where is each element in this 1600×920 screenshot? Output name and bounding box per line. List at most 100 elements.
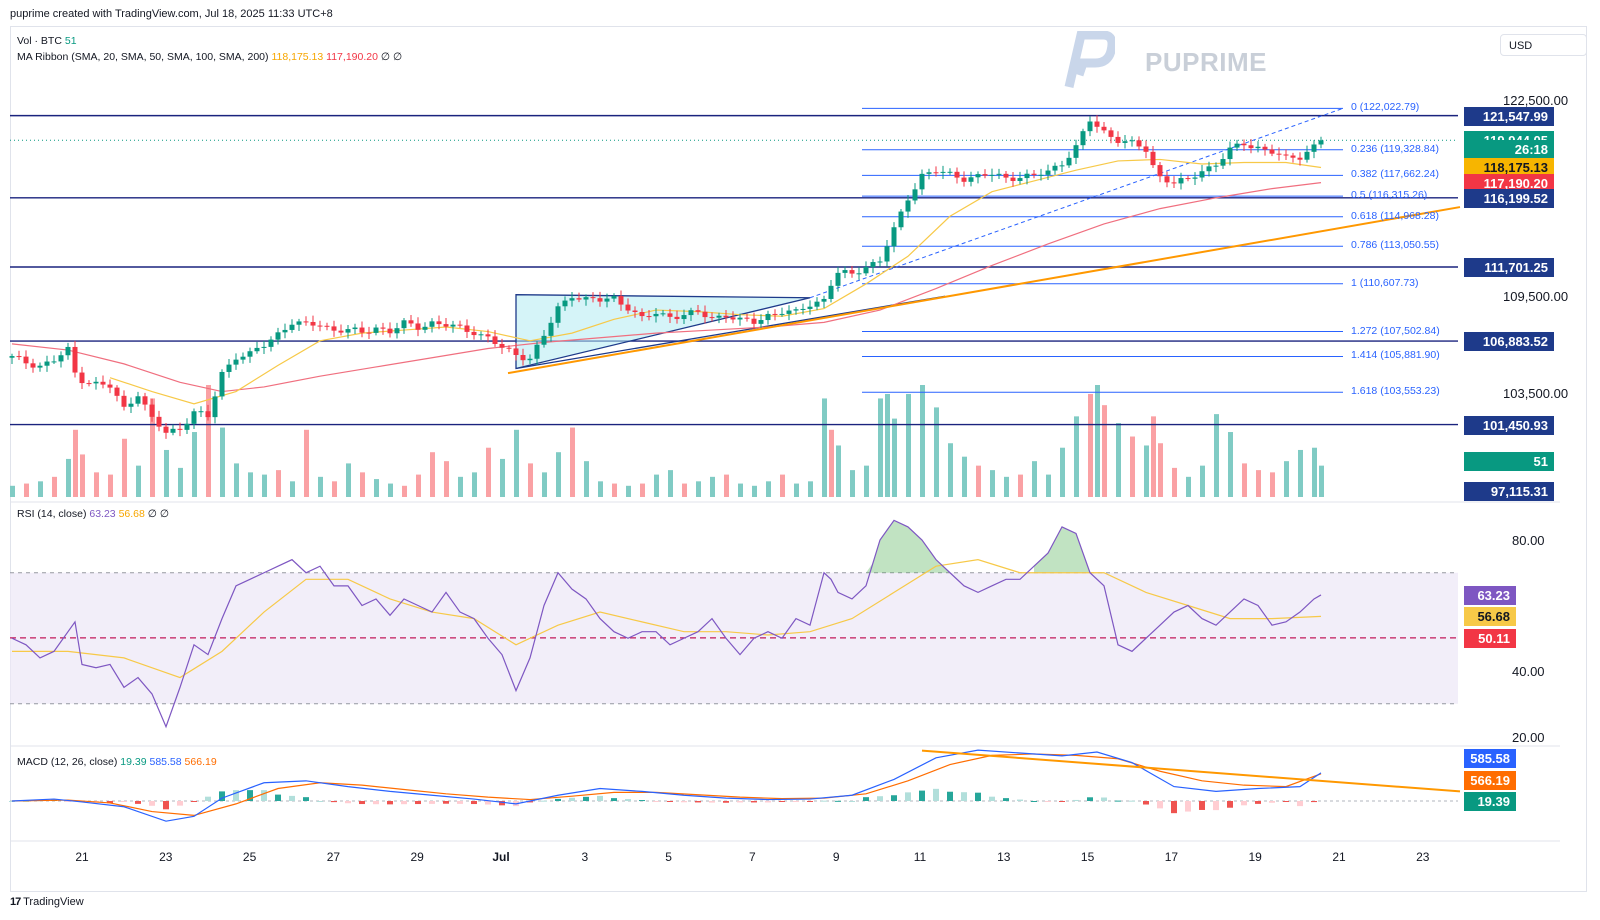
price-scale-tag: 26:18 (1464, 140, 1554, 160)
volume-bar (206, 385, 211, 497)
triangle-lower-edge (515, 295, 946, 370)
volume-bar (1256, 470, 1261, 497)
volume-bar (948, 443, 953, 497)
rsi-axis-label: 40.00 (1512, 664, 1545, 679)
rsi-ma-legend-value: 56.68 (118, 508, 145, 520)
volume-bar (920, 385, 925, 497)
macd-histogram-bar (1059, 801, 1065, 802)
candle-body (562, 300, 568, 307)
candle-body (520, 354, 526, 361)
volume-bar (108, 474, 113, 497)
candle-body (1010, 177, 1016, 181)
candle-body (1311, 144, 1317, 152)
volume-bar (682, 483, 687, 497)
macd-histogram-bar (765, 801, 771, 803)
time-axis-label: 3 (581, 850, 589, 864)
volume-bar (584, 461, 589, 497)
macd-histogram-bar (961, 792, 967, 801)
volume-bar (598, 481, 603, 497)
volume-bar (1200, 465, 1205, 497)
volume-bar (829, 429, 834, 497)
candle-body (1122, 141, 1128, 143)
candle-body (408, 320, 414, 324)
candle-body (1220, 159, 1226, 166)
volume-bar (570, 427, 575, 497)
volume-bar (780, 474, 785, 497)
candle-body (919, 173, 925, 190)
macd-line-legend-value: 585.58 (149, 756, 182, 768)
rsi-overbought-fill (1034, 526, 1104, 573)
ma-ribbon-legend[interactable]: MA Ribbon (SMA, 20, SMA, 50, SMA, 100, S… (17, 51, 402, 63)
candle-body (457, 324, 463, 326)
candle-body (541, 335, 547, 345)
candle-body (443, 324, 449, 327)
price-scale-tag: 97,115.31 (1464, 482, 1554, 502)
candle-body (632, 310, 638, 313)
rsi-ma-line (12, 559, 1322, 679)
candle-body (646, 316, 652, 318)
candle-body (79, 372, 85, 384)
candle-body (324, 325, 330, 327)
macd-histogram-bar (639, 800, 645, 802)
time-axis-label: 5 (665, 850, 672, 864)
chart-credit: puprime created with TradingView.com, Ju… (10, 8, 333, 20)
volume-bar (528, 463, 533, 497)
candle-body (1115, 136, 1121, 143)
volume-bar (850, 470, 855, 497)
macd-legend-label: MACD (12, 26, close) (17, 756, 118, 768)
macd-histogram-bar (681, 801, 687, 803)
fib-level-label: 0.786 (113,050.55) (1351, 239, 1439, 252)
volume-bar (248, 472, 253, 497)
fib-level-label: 1 (110,607.73) (1351, 276, 1419, 289)
currency-button[interactable]: USD (1500, 34, 1587, 56)
volume-bar (1130, 436, 1135, 497)
macd-histogram-bar (177, 801, 183, 806)
candle-body (1318, 140, 1324, 145)
candle-body (93, 381, 99, 384)
macd-histogram-bar (205, 796, 211, 801)
candle-body (597, 298, 603, 302)
volume-bar (220, 427, 225, 497)
candle-body (639, 312, 645, 317)
macd-legend[interactable]: MACD (12, 26, close) 19.39 585.58 566.19 (17, 756, 217, 768)
candle-body (184, 423, 190, 430)
rsi-legend[interactable]: RSI (14, close) 63.23 56.68 ∅ ∅ (17, 508, 169, 520)
fib-level-label: 0.382 (117,662.24) (1351, 168, 1439, 181)
candle-body (37, 365, 43, 368)
tradingview-logo: 17 TradingView (10, 896, 84, 908)
candle-body (247, 351, 253, 357)
candle-body (674, 316, 680, 320)
support-trendline (507, 206, 1461, 375)
candle-body (576, 298, 582, 300)
volume-bar (444, 461, 449, 497)
volume-bar (1102, 405, 1107, 497)
candle-body (772, 313, 778, 315)
candle-body (1164, 176, 1170, 183)
price-scale-tag: 56.68 (1464, 607, 1516, 627)
candle-body (1080, 131, 1086, 146)
candle-body (478, 334, 484, 336)
candle-body (352, 327, 358, 330)
macd-histogram-bar (135, 801, 141, 804)
candle-body (695, 310, 701, 312)
candle-body (268, 339, 274, 347)
candle-body (289, 324, 295, 330)
macd-histogram-bar (373, 801, 379, 805)
candle-body (1241, 143, 1247, 146)
volume-legend[interactable]: Vol · BTC 51 (17, 35, 77, 47)
candle-body (51, 361, 57, 363)
volume-legend-value: 51 (64, 35, 77, 47)
candle-body (205, 411, 211, 418)
candle-body (1052, 165, 1058, 171)
macd-histogram-bar (709, 801, 715, 803)
macd-histogram-bar (1045, 801, 1051, 802)
candle-body (107, 384, 113, 388)
volume-bar (808, 481, 813, 497)
candle-body (548, 322, 554, 336)
macd-histogram-bar (1213, 801, 1219, 811)
macd-histogram-bar (667, 801, 673, 802)
candle-body (100, 381, 106, 385)
time-axis-label: 29 (410, 850, 424, 864)
volume-bar (136, 465, 141, 497)
